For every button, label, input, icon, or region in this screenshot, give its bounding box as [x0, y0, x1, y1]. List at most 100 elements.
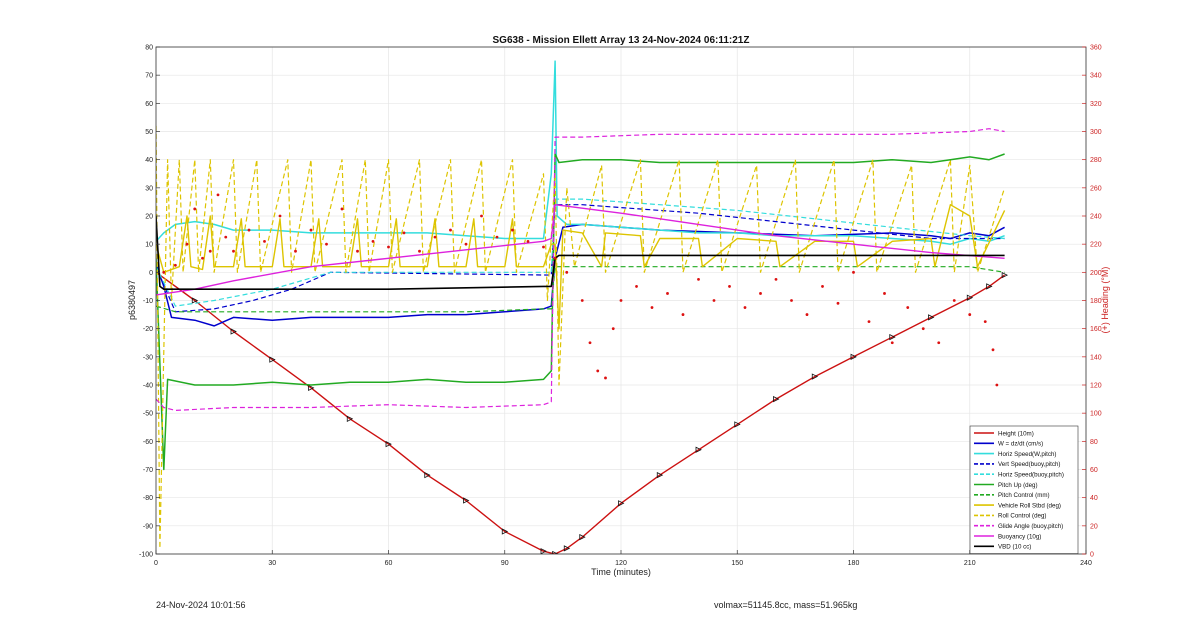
height-marker — [966, 294, 974, 301]
chart-title: SG638 - Mission Ellett Array 13 24-Nov-2… — [493, 35, 750, 46]
height-marker — [463, 497, 470, 504]
heading-point — [712, 299, 716, 302]
heading-point — [216, 193, 220, 197]
axes: 0 30 60 90 120 150 180 210 240-100-90-80-70-60-5… — [139, 45, 1102, 568]
heading-point — [952, 299, 956, 302]
series-line — [156, 204, 1005, 313]
height-marker — [889, 333, 896, 341]
height-marker — [579, 533, 586, 541]
heading-point — [263, 239, 266, 243]
heading-point — [208, 249, 212, 253]
heading-point — [553, 256, 557, 260]
series-line — [156, 204, 1005, 296]
heading-point — [294, 249, 297, 253]
heading-point — [232, 249, 235, 253]
height-marker — [695, 446, 702, 453]
height-marker — [563, 545, 571, 552]
height-marker — [552, 550, 559, 554]
heading-point — [921, 327, 925, 331]
heading-point — [325, 242, 328, 246]
y-tick-label: 40 — [145, 157, 153, 164]
y-tick-label: -80 — [143, 495, 153, 502]
heading-point — [821, 285, 824, 288]
heading-point — [666, 292, 669, 295]
y-tick-label: 60 — [145, 101, 153, 108]
heading-point — [805, 313, 809, 316]
legend-label: Buoyancy (10g) — [998, 533, 1041, 540]
x-tick-label: 30 — [268, 560, 276, 567]
y2-axis-label: (+) Heading (°M) — [1100, 267, 1110, 334]
heading-point — [402, 231, 406, 235]
height-marker — [540, 548, 547, 554]
y-tick-label: -10 — [143, 298, 153, 305]
heading-point — [596, 369, 600, 373]
y2-tick-label: 360 — [1090, 45, 1102, 52]
heading-point — [743, 306, 747, 309]
y2-tick-label: 160 — [1090, 326, 1102, 333]
heading-point — [611, 327, 615, 331]
y-tick-label: 10 — [145, 242, 153, 249]
height-marker — [308, 384, 315, 391]
y-tick-label: 0 — [149, 270, 153, 277]
legend-label: Height (10m) — [998, 430, 1034, 437]
x-tick-label: 180 — [848, 560, 860, 567]
heading-point — [449, 228, 452, 232]
footer-timestamp: 24-Nov-2024 10:01:56 — [156, 600, 246, 610]
y-tick-label: 50 — [145, 129, 153, 136]
height-marker — [811, 373, 819, 380]
heading-point — [371, 239, 375, 243]
heading-point — [387, 245, 390, 249]
y2-tick-label: 220 — [1090, 242, 1102, 249]
legend: Height (10m) W = dz/dt (cm/s) Horiz Speed(… — [969, 425, 1079, 554]
y2-tick-label: 20 — [1090, 523, 1098, 530]
y-tick-label: 30 — [145, 185, 153, 192]
heading-point — [867, 320, 871, 324]
heading-point — [565, 270, 569, 274]
heading-point — [480, 214, 483, 218]
y2-tick-label: 80 — [1090, 439, 1098, 446]
y-tick-label: 80 — [145, 45, 153, 52]
y-tick-label: -60 — [143, 439, 153, 446]
y-tick-label: -70 — [143, 467, 153, 474]
heading-point — [836, 301, 840, 305]
height-marker — [656, 471, 664, 479]
x-tick-label: 240 — [1080, 560, 1092, 567]
legend-label: Vehicle Roll Stbd (deg) — [998, 502, 1061, 509]
y2-tick-label: 320 — [1090, 101, 1102, 108]
height-marker — [734, 421, 741, 428]
y-tick-label: 70 — [145, 73, 153, 80]
height-marker — [269, 356, 276, 363]
heading-point — [991, 348, 995, 352]
series-line — [156, 271, 1006, 554]
heading-point — [224, 235, 228, 239]
heading-point — [309, 228, 313, 232]
height-marker — [1001, 272, 1009, 279]
heading-point — [526, 239, 530, 243]
heading-point — [193, 207, 197, 211]
legend-label: Glide Angle (buoy,pitch) — [998, 523, 1063, 530]
series-line — [156, 223, 1005, 327]
y2-tick-label: 100 — [1090, 411, 1102, 418]
y-tick-label: -50 — [143, 411, 153, 418]
y-tick-label: -90 — [143, 523, 153, 530]
height-marker — [385, 441, 392, 448]
heading-point — [201, 256, 204, 260]
x-tick-label: 150 — [731, 560, 743, 567]
legend-label: W = dz/dt (cm/s) — [998, 441, 1043, 448]
y2-tick-label: 120 — [1090, 383, 1102, 390]
legend-label: VBD (10 cc) — [998, 544, 1031, 551]
heading-point — [340, 207, 344, 211]
x-axis-label: Time (minutes) — [591, 567, 651, 577]
y2-tick-label: 280 — [1090, 157, 1102, 164]
height-marker — [501, 528, 509, 535]
series-line — [156, 153, 1005, 471]
legend-box — [969, 425, 1079, 554]
series-line — [156, 204, 1006, 330]
heading-point — [619, 299, 623, 302]
legend-label: Horiz Speed(W,pitch) — [998, 451, 1056, 458]
heading-point — [983, 320, 987, 324]
y2-tick-label: 60 — [1090, 467, 1098, 474]
heading-point — [588, 341, 592, 345]
legend-label: Roll Control (deg) — [998, 513, 1047, 520]
